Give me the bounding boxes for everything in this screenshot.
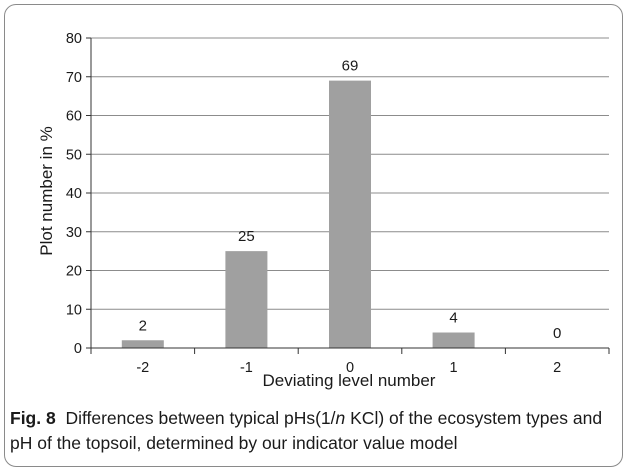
y-axis-label: Plot number in % bbox=[37, 126, 56, 255]
bar--2 bbox=[121, 340, 164, 348]
y-tick-labels: 0 10 20 30 40 50 60 70 80 bbox=[66, 31, 82, 357]
caption-text-after: KCl) of the ecosystem types and pH of th… bbox=[10, 408, 603, 453]
bars bbox=[121, 80, 475, 348]
caption-italic: n bbox=[335, 408, 346, 428]
figure-frame bbox=[4, 4, 623, 467]
y-tick-label-0: 0 bbox=[74, 341, 82, 357]
y-tick-label-10: 10 bbox=[66, 302, 82, 318]
y-tick-label-30: 30 bbox=[66, 225, 82, 241]
y-tick-label-60: 60 bbox=[66, 109, 82, 125]
data-label--1: 25 bbox=[238, 228, 255, 245]
axes bbox=[86, 37, 610, 354]
x-tick-label-2: 2 bbox=[553, 360, 561, 376]
caption-text-before: Differences between typical pHs(1/ bbox=[65, 408, 336, 428]
bar-1 bbox=[432, 332, 475, 348]
y-tick-label-80: 80 bbox=[66, 31, 82, 47]
x-tick-label--1: -1 bbox=[240, 360, 253, 376]
x-tick-label-1: 1 bbox=[450, 360, 458, 376]
data-label-1: 4 bbox=[449, 310, 457, 327]
y-tick-label-70: 70 bbox=[66, 70, 82, 86]
caption-label: Fig. 8 bbox=[10, 408, 56, 428]
bar--1 bbox=[225, 251, 268, 348]
y-tick-label-50: 50 bbox=[66, 147, 82, 163]
y-tick-label-40: 40 bbox=[66, 186, 82, 202]
y-tick-label-20: 20 bbox=[66, 264, 82, 280]
x-axis-label: Deviating level number bbox=[263, 371, 436, 390]
x-tick-labels: -2 -1 0 1 2 bbox=[136, 360, 561, 376]
data-label-0: 69 bbox=[342, 58, 359, 75]
x-tick-label--2: -2 bbox=[136, 360, 149, 376]
data-label--2: 2 bbox=[139, 317, 147, 334]
data-label-2: 0 bbox=[553, 325, 561, 342]
x-tick-label-0: 0 bbox=[346, 360, 354, 376]
bar-0 bbox=[329, 80, 371, 348]
figure-caption: Fig. 8 Differences between typical pHs(1… bbox=[10, 406, 615, 456]
data-labels: 2 25 69 4 0 bbox=[139, 58, 562, 342]
